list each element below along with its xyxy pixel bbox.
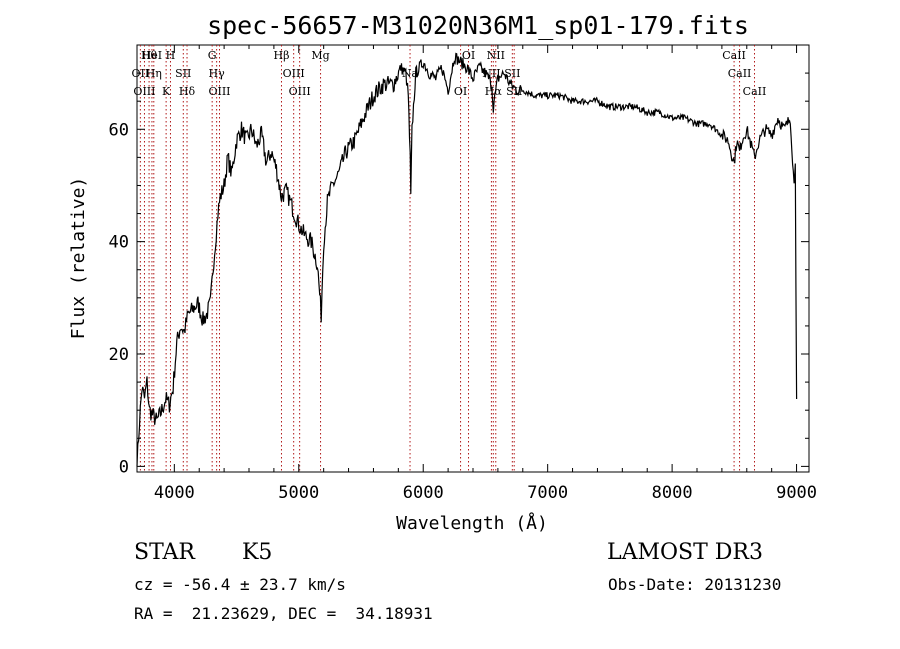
line-label-hη: Hη	[146, 67, 162, 80]
x-tick-label: 5000	[278, 483, 319, 503]
spectral-line-labels: HθOIIOIIIHeIHηKHSIIHδGHγOIIIHβOIIIOIIIMg…	[132, 49, 767, 98]
line-label-hθ: Hθ	[141, 49, 158, 62]
object-class: STAR	[134, 540, 195, 565]
x-tick-label: 7000	[527, 483, 568, 503]
line-label-hβ: Hβ	[274, 49, 290, 62]
spectrum-line	[136, 52, 798, 467]
coordinates: RA = 21.23629, DEC = 34.18931	[134, 604, 433, 623]
x-axis-ticks: 4000 5000 6000 7000 8000 9000	[154, 45, 817, 503]
y-tick-label: 40	[109, 233, 129, 253]
line-label-hδ: Hδ	[179, 85, 196, 98]
x-tick-label: 9000	[776, 483, 817, 503]
line-label-caii: CaII	[722, 49, 746, 62]
line-label-hα: Hα	[485, 85, 503, 98]
line-label-sii: SII	[504, 67, 520, 80]
observation-date: Obs-Date: 20131230	[608, 575, 782, 594]
object-subclass: K5	[242, 540, 273, 565]
y-axis-label: Flux (relative)	[68, 177, 89, 340]
redshift-value: cz = -56.4 ± 23.7 km/s	[134, 575, 346, 594]
line-label-caii: CaII	[743, 85, 767, 98]
line-label-nii: NII	[487, 49, 505, 62]
y-tick-label: 20	[109, 345, 129, 365]
line-label-oi: OI	[462, 49, 475, 62]
line-label-oi: OI	[454, 85, 467, 98]
line-label-hei: HeI	[142, 49, 162, 62]
line-label-oiii: OIII	[133, 85, 155, 98]
y-tick-label: 0	[119, 457, 129, 477]
x-tick-label: 6000	[403, 483, 444, 503]
spectral-line-markers	[139, 45, 755, 472]
x-axis-label: Wavelength (Å)	[396, 512, 548, 534]
line-label-caii: CaII	[728, 67, 752, 80]
survey-name: LAMOST DR3	[607, 540, 763, 565]
y-tick-label: 60	[109, 120, 129, 140]
x-tick-label: 8000	[652, 483, 693, 503]
line-label-oiii: OIII	[283, 67, 305, 80]
line-label-oiii: OIII	[208, 85, 230, 98]
line-label-h: H	[166, 49, 176, 62]
y-axis-ticks: 0 20 40 60	[109, 72, 809, 477]
line-label-k: K	[162, 85, 171, 98]
line-label-oiii: OIII	[289, 85, 311, 98]
x-tick-label: 4000	[154, 483, 195, 503]
line-label-sii: SII	[175, 67, 191, 80]
line-label-mg: Mg	[311, 49, 329, 62]
chart-title: spec-56657-M31020N36M1_sp01-179.fits	[207, 11, 749, 40]
line-label-hγ: Hγ	[209, 67, 226, 80]
line-label-nii: NII	[482, 67, 500, 80]
plot-frame	[136, 44, 810, 473]
line-label-g: G	[208, 49, 217, 62]
